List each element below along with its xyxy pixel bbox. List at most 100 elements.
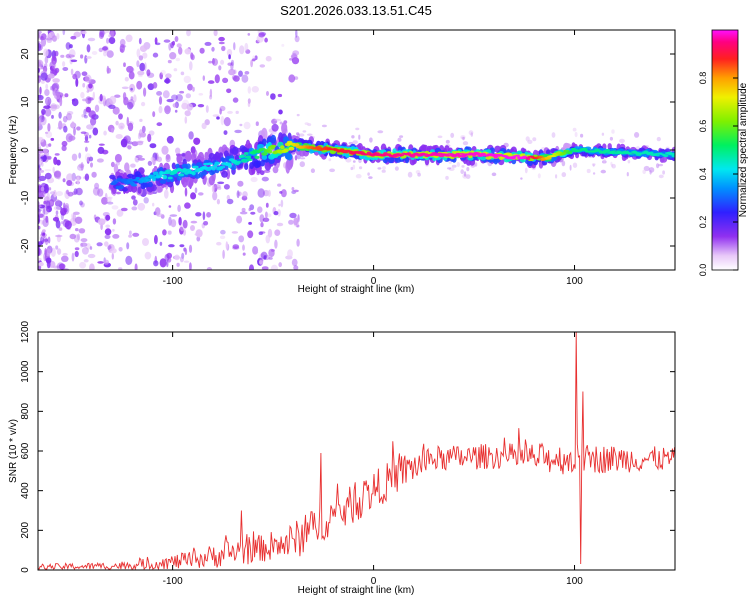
spectrogram-noise-blob	[266, 91, 269, 96]
spectrogram-noise-blob	[92, 127, 99, 136]
spectrogram-noise-blob	[86, 90, 90, 93]
spectrogram-noise-blob	[198, 192, 204, 196]
spectrogram-ridge-blob	[280, 145, 285, 150]
spectrogram-ridge-blob	[167, 176, 173, 180]
spectrogram-noise-blob	[38, 208, 42, 212]
spectrogram-noise-blob	[397, 137, 402, 142]
spectrogram-noise-blob	[219, 108, 222, 115]
spectrogram-noise-blob	[580, 133, 584, 138]
spectrogram-noise-blob	[352, 140, 358, 145]
spectrogram-noise-blob	[195, 212, 202, 217]
spectrogram-ridge-blob	[137, 186, 142, 194]
spectrogram-noise-blob	[80, 91, 85, 99]
spectrogram-noise-blob	[54, 198, 60, 206]
spectrogram-ridge-blob	[526, 156, 531, 160]
spectrogram-noise-blob	[126, 242, 130, 250]
spectrogram-ridge-blob	[221, 170, 228, 178]
spectrogram-ridge-blob	[270, 134, 277, 144]
spectrogram-noise-blob	[192, 86, 195, 92]
spectrogram-noise-blob	[474, 162, 478, 167]
spectrogram-noise-blob	[130, 96, 134, 101]
spectrogram-noise-blob	[603, 158, 606, 164]
spectrogram-noise-blob	[99, 93, 103, 102]
spectrogram-noise-blob	[206, 212, 212, 218]
spectrogram-noise-blob	[61, 145, 67, 152]
spectrogram-noise-blob	[230, 61, 234, 71]
spectrogram-noise-blob	[277, 93, 283, 98]
spectrogram-noise-blob	[293, 189, 299, 193]
spectrogram-noise-blob	[38, 214, 41, 224]
spectrogram-noise-blob	[52, 166, 55, 174]
spectrogram-noise-blob	[196, 236, 201, 242]
spectrogram-noise-blob	[204, 41, 212, 46]
spectrogram-noise-blob	[271, 123, 279, 132]
spectrogram-noise-blob	[278, 262, 283, 268]
spectrogram-noise-blob	[44, 248, 47, 257]
spectrogram-noise-blob	[70, 35, 77, 40]
spectrogram-noise-blob	[165, 77, 170, 84]
spectrogram-noise-blob	[174, 254, 180, 261]
snr-x-tick-label: -100	[163, 576, 183, 587]
spectrogram-noise-blob	[60, 54, 65, 58]
spectrogram-noise-blob	[166, 135, 174, 144]
spectrogram-ridge-blob	[286, 153, 293, 161]
spectrogram-noise-blob	[249, 264, 254, 270]
spectrogram-noise-blob	[447, 167, 452, 170]
spectrogram-noise-blob	[159, 258, 167, 268]
spectrogram-noise-blob	[345, 158, 352, 163]
spectrogram-noise-blob	[450, 132, 455, 138]
spectrogram-noise-blob	[179, 256, 184, 263]
spectrogram-ridge-blob	[254, 155, 260, 159]
colorbar-ticks: 0.0 0.2 0.4 0.6 0.8	[698, 72, 738, 276]
snr-x-ticks: -100 0 100	[163, 332, 583, 587]
spectrogram-noise-blob	[75, 78, 79, 87]
spectrogram-noise-blob	[177, 204, 181, 212]
spectrogram-noise-blob	[201, 122, 207, 130]
spectrogram-noise-blob	[115, 191, 121, 195]
spectrogram-noise-blob	[169, 52, 177, 60]
spectrogram-noise-blob	[91, 51, 98, 55]
spectrogram-noise-blob	[47, 236, 51, 244]
spectrogram-noise-blob	[40, 186, 45, 192]
spectrogram-noise-blob	[277, 209, 281, 217]
spectrogram-noise-blob	[251, 86, 259, 93]
spectrogram-noise-blob	[97, 218, 106, 226]
spectrogram-ridge-blob	[270, 144, 277, 148]
spectrogram-noise-blob	[259, 259, 264, 265]
spectrogram-noise-blob	[152, 111, 156, 118]
spectrogram-ridge-blob	[574, 146, 580, 150]
spectrogram-noise-blob	[38, 42, 42, 52]
spectrogram-noise-blob	[132, 199, 138, 206]
spectrogram-noise-blob	[112, 234, 120, 239]
spectrogram-noise-blob	[52, 78, 60, 83]
spectrogram-noise-blob	[47, 73, 55, 79]
spectrogram-noise-blob	[137, 157, 145, 161]
spectrogram-noise-blob	[250, 59, 254, 68]
spectrogram-noise-blob	[172, 40, 175, 46]
spectrogram-noise-blob	[152, 82, 158, 89]
spectrogram-noise-blob	[115, 134, 123, 139]
spectrogram-ridge-blob	[151, 177, 156, 182]
spectrogram-noise-blob	[137, 70, 145, 76]
spectrogram-noise-blob	[130, 87, 133, 91]
spectrogram-ridge-blob	[399, 154, 405, 157]
spectrogram-noise-blob	[66, 189, 69, 195]
spectrogram-noise-blob	[462, 141, 469, 146]
spectrogram-y-tick-label: 20	[20, 48, 31, 60]
spectrogram-noise-blob	[205, 105, 209, 113]
spectrogram-noise-blob	[445, 175, 449, 180]
snr-series-line	[38, 332, 675, 570]
spectrogram-noise-blob	[186, 103, 193, 111]
spectrogram-noise-blob	[38, 117, 42, 127]
spectrogram-noise-blob	[114, 94, 121, 98]
spectrogram-noise-blob	[84, 173, 90, 181]
spectrogram-noise-blob	[111, 252, 115, 260]
spectrogram-noise-blob	[46, 192, 50, 202]
spectrogram-noise-blob	[66, 111, 74, 115]
spectrogram-noise-blob	[294, 35, 300, 43]
spectrogram-noise-blob	[170, 219, 177, 228]
spectrogram-noise-blob	[611, 129, 615, 134]
spectrogram-noise-blob	[194, 187, 198, 194]
spectrogram-noise-blob	[152, 52, 159, 58]
spectrogram-noise-blob	[62, 115, 68, 123]
